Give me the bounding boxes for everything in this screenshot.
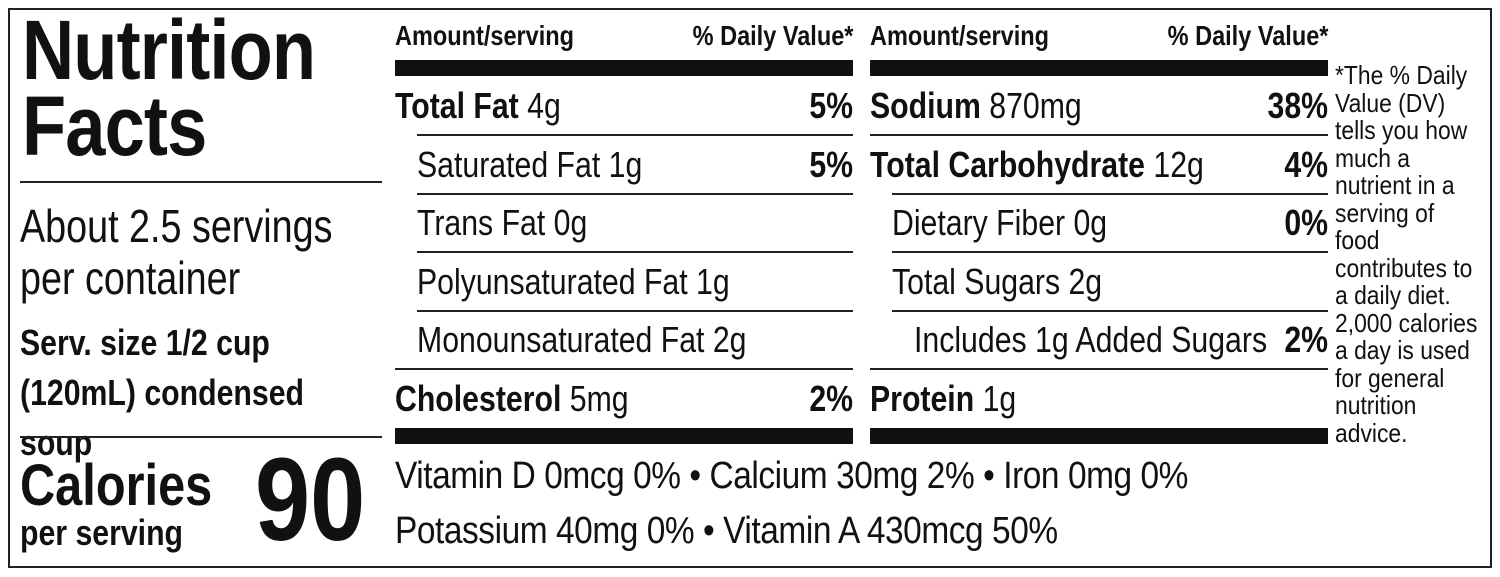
vitamin: Calcium 30mg 2% — [709, 455, 975, 497]
calories-label: Calories — [20, 452, 249, 519]
nutrient-name: Cholesterol — [395, 377, 562, 419]
frame — [8, 8, 1492, 568]
nutrient-name: Sodium — [870, 85, 981, 126]
daily-value: 38% — [1267, 85, 1328, 126]
title: Nutrition Facts — [22, 3, 316, 173]
row-divider — [417, 192, 853, 195]
nutrient-name: Polyunsaturated Fat 1g — [417, 260, 730, 302]
calories-label-text: Calories — [20, 453, 213, 518]
vitamins-text: Vitamin D 0mcg 0% • Calcium 30mg 2% • Ir… — [395, 455, 1188, 498]
amount-header: Amount/serving — [870, 20, 1050, 51]
nutrient-row: Cholesterol 5mg 2% — [395, 370, 853, 428]
servings: About 2.5 servings per container — [20, 200, 333, 304]
row-divider — [870, 134, 1328, 136]
nutrient-row: Monounsaturated Fat 2g — [395, 311, 853, 369]
nutrient: Trans Fat 0g — [417, 202, 587, 244]
nutrient-name: Total Carbohydrate — [870, 143, 1145, 185]
nutrient: Dietary Fiber 0g — [892, 202, 1107, 244]
nutrient: Total Fat 4g — [395, 85, 561, 127]
nutrient-row: Trans Fat 0g — [395, 194, 853, 252]
nutrient-name: Protein — [870, 377, 975, 419]
nutrient-name: Includes 1g Added Sugars — [914, 319, 1268, 360]
vitamins-text: Potassium 40mg 0% • Vitamin A 430mcg 50% — [395, 510, 1058, 553]
nutrient: Saturated Fat 1g — [417, 144, 642, 186]
column-header: Amount/serving % Daily Value* — [870, 20, 1328, 54]
nutrient: Protein 1g — [870, 378, 1016, 420]
dv-header: % Daily Value* — [692, 20, 853, 51]
bullet: • — [974, 455, 1004, 497]
footnote: *The % Daily Value (DV) tells you how mu… — [1335, 60, 1478, 448]
daily-value: 2% — [809, 377, 853, 419]
nutrient-row: Total Carbohydrate 12g 4% — [870, 136, 1328, 194]
thick-bar — [870, 60, 1328, 76]
thick-bar — [395, 60, 853, 76]
daily-value: 5% — [809, 143, 853, 185]
daily-value: 0% — [1284, 202, 1328, 243]
nutrient-name: Total Fat — [395, 85, 519, 126]
nutrient-row: Saturated Fat 1g 5% — [395, 136, 853, 194]
vitamins-line: Potassium 40mg 0% • Vitamin A 430mcg 50% — [395, 510, 1148, 553]
serving-size: Serv. size 1/2 cup (120mL) condensed sou… — [20, 322, 304, 463]
row-divider — [892, 309, 1328, 312]
nutrient-row: Sodium 870mg 38% — [870, 77, 1328, 135]
nutrient-amount: 1g — [982, 377, 1017, 419]
vitamin: Potassium 40mg 0% — [395, 510, 695, 552]
nutrient-row: Protein 1g — [870, 370, 1328, 428]
nutrient: Includes 1g Added Sugars — [914, 319, 1267, 361]
nutrient: Sodium 870mg — [870, 85, 1082, 127]
nutrient-amount: 5mg — [569, 377, 629, 419]
nutrient-amount: 12g — [1153, 143, 1204, 185]
bullet: • — [680, 455, 710, 497]
thick-bar — [870, 428, 1328, 444]
row-divider — [417, 134, 853, 136]
row-divider — [417, 309, 853, 312]
nutrient: Monounsaturated Fat 2g — [417, 319, 747, 361]
calories-number: 90 — [254, 434, 365, 566]
vitamins-line: Vitamin D 0mcg 0% • Calcium 30mg 2% • Ir… — [395, 455, 1296, 498]
vitamin: Vitamin A 430mcg 50% — [723, 510, 1058, 552]
nutrient-name: Trans Fat 0g — [417, 202, 588, 243]
thick-bar — [395, 428, 853, 444]
row-divider — [892, 251, 1328, 253]
amount-header: Amount/serving — [395, 20, 575, 51]
dv-header: % Daily Value* — [1167, 20, 1328, 51]
nutrient-name: Dietary Fiber 0g — [892, 202, 1108, 243]
nutrient-amount: 4g — [527, 85, 561, 126]
nutrient-name: Monounsaturated Fat 2g — [417, 319, 747, 360]
nutrient-name: Total Sugars 2g — [892, 260, 1103, 302]
nutrient-row: Includes 1g Added Sugars 2% — [870, 311, 1328, 369]
row-divider — [892, 192, 1328, 195]
divider — [20, 181, 382, 183]
column-header: Amount/serving % Daily Value* — [395, 20, 853, 54]
nutrient-row: Dietary Fiber 0g 0% — [870, 194, 1328, 252]
vitamin: Vitamin D 0mcg 0% — [395, 455, 681, 497]
nutrient-row: Polyunsaturated Fat 1g — [395, 253, 853, 311]
row-divider — [395, 368, 853, 370]
vitamin: Iron 0mg 0% — [1003, 455, 1188, 497]
nutrient: Cholesterol 5mg — [395, 378, 629, 420]
divider — [20, 436, 382, 438]
nutrient-row: Total Sugars 2g — [870, 253, 1328, 311]
row-divider — [417, 251, 853, 253]
daily-value: 5% — [809, 85, 853, 126]
nutrient: Total Sugars 2g — [892, 261, 1102, 303]
calories-value: 90 — [234, 440, 365, 560]
daily-value: 2% — [1284, 319, 1328, 360]
calories-sub-text: per serving — [20, 512, 184, 553]
nutrient-name: Saturated Fat 1g — [417, 143, 643, 185]
nutrient: Polyunsaturated Fat 1g — [417, 261, 730, 303]
nutrient: Total Carbohydrate 12g — [870, 144, 1204, 186]
nutrient-row: Total Fat 4g 5% — [395, 77, 853, 135]
bullet: • — [694, 510, 724, 552]
row-divider — [870, 368, 1328, 370]
daily-value: 4% — [1284, 143, 1328, 185]
nutrient-amount: 870mg — [989, 85, 1082, 126]
calories-sub: per serving — [20, 512, 214, 554]
